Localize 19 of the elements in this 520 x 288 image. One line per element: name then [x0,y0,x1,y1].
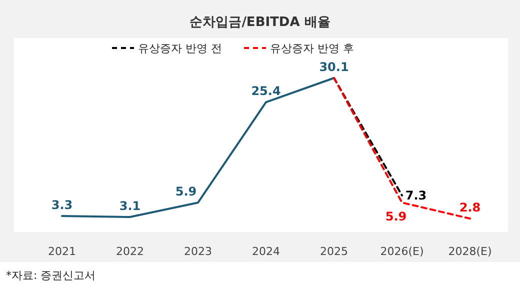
legend-label: 유상증자 반영 후 [270,42,354,55]
x-tick-label: 2021 [48,245,76,258]
data-label: 2.8 [459,200,481,215]
x-tick-label: 2026(E) [380,245,424,258]
data-label: 25.4 [251,84,281,98]
x-tick-label: 2028(E) [448,245,492,258]
x-tick-label: 2024 [252,245,280,258]
data-label: 3.3 [51,198,73,212]
x-tick-label: 2025 [320,245,348,258]
data-label: 5.9 [385,210,407,224]
data-label: 3.1 [119,199,141,214]
x-tick-label: 2023 [184,245,212,258]
data-label: 7.3 [405,188,427,202]
text: *자료: 증권신고서 [6,269,96,282]
chart-title: 순차입금/EBITDA 배율 [190,15,330,30]
x-tick-label: 2022 [116,245,144,258]
legend-label: 유상증자 반영 전 [138,42,222,55]
data-label: 30.1 [319,60,349,74]
data-label: 5.9 [175,184,197,199]
